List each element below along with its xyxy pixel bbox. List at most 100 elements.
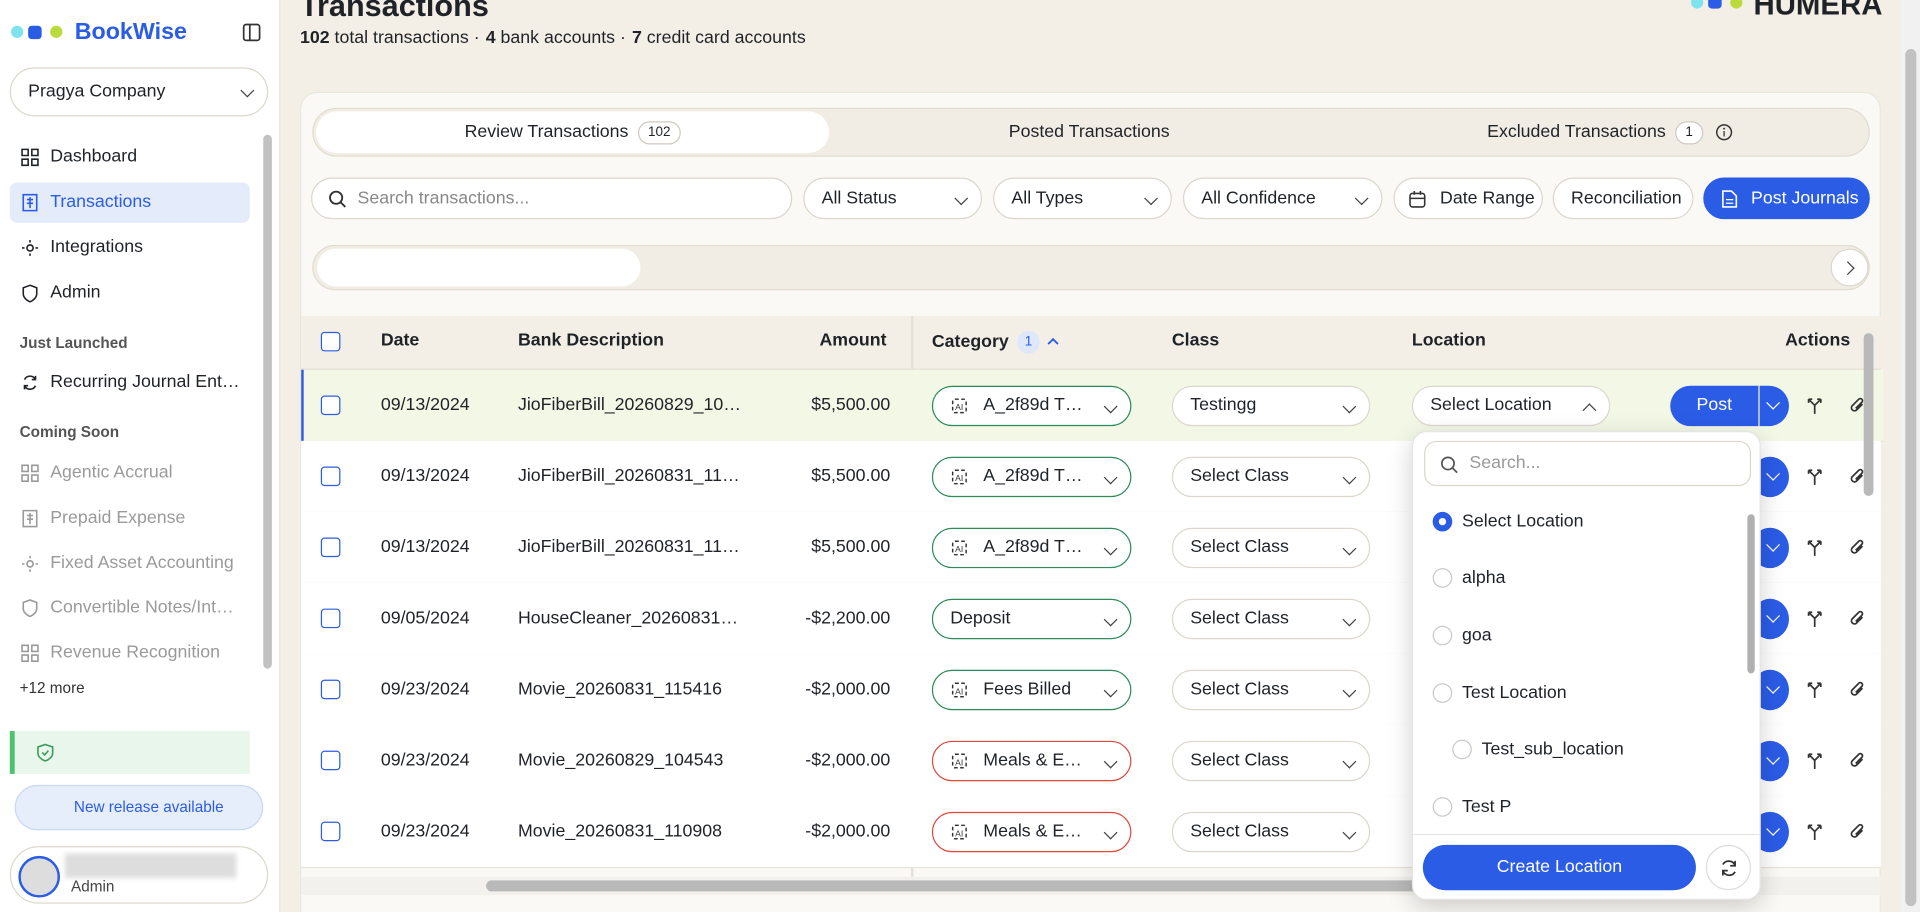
- class-select[interactable]: Testingg: [1171, 385, 1371, 427]
- category-select[interactable]: AI Meals & E…: [931, 811, 1132, 853]
- post-button[interactable]: Post: [1670, 385, 1759, 427]
- filter-select[interactable]: All Confidence: [1182, 177, 1383, 220]
- company-select[interactable]: Pragya Company: [9, 67, 269, 117]
- row-checkbox[interactable]: [320, 821, 341, 842]
- user-card[interactable]: Admin: [9, 846, 269, 904]
- class-select[interactable]: Select Class: [1171, 527, 1371, 569]
- nav-item[interactable]: Prepaid Expense: [10, 498, 250, 538]
- class-label: Select Class: [1190, 750, 1289, 771]
- attach-action[interactable]: [1849, 396, 1866, 422]
- category-select[interactable]: AI A_2f89d T…: [931, 385, 1132, 427]
- location-option[interactable]: alpha: [1432, 566, 1506, 590]
- table-v-scroll-thumb[interactable]: [1863, 333, 1874, 496]
- date-range[interactable]: Date Range: [1393, 177, 1543, 220]
- category-select[interactable]: AI A_2f89d T…: [931, 456, 1132, 498]
- category-select[interactable]: AI Fees Billed: [931, 669, 1132, 711]
- class-label: Select Class: [1190, 821, 1289, 842]
- nav-item[interactable]: Recurring Journal Ent…: [10, 362, 250, 402]
- class-select[interactable]: Select Class: [1171, 456, 1371, 498]
- page-scroll-thumb[interactable]: [1905, 48, 1917, 907]
- ai-icon: AI: [951, 398, 967, 414]
- create-location[interactable]: Create Location: [1422, 844, 1696, 891]
- attach-action[interactable]: [1849, 751, 1866, 777]
- attach-action[interactable]: [1849, 822, 1866, 848]
- attach-action[interactable]: [1849, 538, 1866, 564]
- category-select[interactable]: AI Meals & E…: [931, 740, 1132, 782]
- post-journals[interactable]: Post Journals: [1703, 177, 1870, 220]
- chevron: [1582, 403, 1597, 418]
- filter-label: All Confidence: [1201, 188, 1316, 209]
- nav-item[interactable]: Integrations: [10, 228, 250, 268]
- filter-select[interactable]: All Status: [803, 177, 983, 220]
- split-icon: [1807, 469, 1822, 485]
- split-action[interactable]: [1805, 680, 1825, 706]
- accounts-next[interactable]: [1830, 248, 1869, 287]
- nav-item[interactable]: Agentic Accrual: [10, 453, 250, 493]
- category-label: Meals & E…: [983, 750, 1082, 771]
- class-select[interactable]: Select Class: [1171, 598, 1371, 640]
- nav-item[interactable]: Convertible Notes/Int…: [10, 588, 250, 628]
- filter-select[interactable]: All Types: [993, 177, 1172, 220]
- search-box[interactable]: Search transactions...: [311, 177, 793, 220]
- description: JioFiberBill_20260829_10…: [517, 395, 742, 416]
- attach-icon: [1850, 397, 1864, 412]
- ai-icon: AI: [951, 753, 967, 769]
- category-select[interactable]: Deposit: [931, 598, 1132, 640]
- tab[interactable]: Posted Transactions: [829, 111, 1349, 153]
- nav-item[interactable]: Revenue Recognition: [10, 633, 250, 673]
- class-select[interactable]: Select Class: [1171, 740, 1371, 782]
- table-header: [301, 315, 1881, 370]
- status-card: [9, 731, 250, 774]
- attach-action[interactable]: [1849, 680, 1866, 706]
- amount: $5,500.00: [811, 395, 891, 416]
- row-checkbox[interactable]: [320, 395, 341, 416]
- class-select[interactable]: Select Class: [1171, 669, 1371, 711]
- category-select[interactable]: AI A_2f89d T…: [931, 527, 1132, 569]
- column-header: Actions: [1785, 330, 1851, 351]
- split-action[interactable]: [1805, 609, 1825, 635]
- dropdown-divider: [1413, 833, 1760, 836]
- tab[interactable]: Review Transactions 102: [316, 111, 829, 153]
- column-header: Bank Description: [517, 330, 664, 351]
- date: 09/13/2024: [380, 466, 470, 487]
- dropdown-scroll-thumb[interactable]: [1747, 514, 1755, 674]
- attach-action[interactable]: [1849, 467, 1866, 493]
- h-scroll-thumb[interactable]: [486, 880, 1421, 892]
- refresh-locations[interactable]: [1705, 844, 1752, 891]
- location-option[interactable]: Test P: [1432, 795, 1511, 819]
- more-link[interactable]: +12 more: [19, 679, 85, 697]
- split-action[interactable]: [1805, 822, 1825, 848]
- split-action[interactable]: [1805, 751, 1825, 777]
- nav-item[interactable]: Fixed Asset Accounting: [10, 543, 250, 583]
- nav-item[interactable]: Transactions: [9, 182, 250, 223]
- attach-action[interactable]: [1849, 609, 1866, 635]
- location-search[interactable]: Search...: [1424, 440, 1752, 487]
- location-select[interactable]: Select Location: [1411, 385, 1611, 427]
- chevron: [1103, 683, 1118, 698]
- location-option[interactable]: Test_sub_location: [1452, 737, 1624, 761]
- sidebar-scrollbar[interactable]: [263, 134, 272, 669]
- tab[interactable]: Excluded Transactions 1: [1349, 111, 1869, 153]
- reconciliation[interactable]: Reconciliation: [1552, 177, 1694, 220]
- split-action[interactable]: [1805, 538, 1825, 564]
- attach-icon: [1850, 681, 1864, 696]
- row-checkbox[interactable]: [320, 608, 341, 629]
- create-location-label: Create Location: [1496, 857, 1623, 877]
- nav-item[interactable]: Admin: [10, 273, 250, 313]
- location-option[interactable]: Test Location: [1432, 681, 1567, 705]
- row-checkbox[interactable]: [320, 679, 341, 700]
- release-banner[interactable]: New release available: [14, 784, 264, 831]
- option-label: Test_sub_location: [1481, 739, 1624, 760]
- class-select[interactable]: Select Class: [1171, 811, 1371, 853]
- row-checkbox[interactable]: [320, 750, 341, 771]
- row-checkbox[interactable]: [320, 466, 341, 487]
- split-action[interactable]: [1805, 396, 1825, 422]
- split-icon: [1807, 398, 1822, 414]
- location-option[interactable]: Select Location: [1432, 509, 1583, 533]
- split-action[interactable]: [1805, 467, 1825, 493]
- row-checkbox[interactable]: [320, 537, 341, 558]
- select-all[interactable]: [320, 331, 341, 352]
- collapse-sidebar[interactable]: [242, 23, 261, 42]
- nav-item[interactable]: Dashboard: [10, 137, 250, 177]
- location-option[interactable]: goa: [1432, 623, 1492, 647]
